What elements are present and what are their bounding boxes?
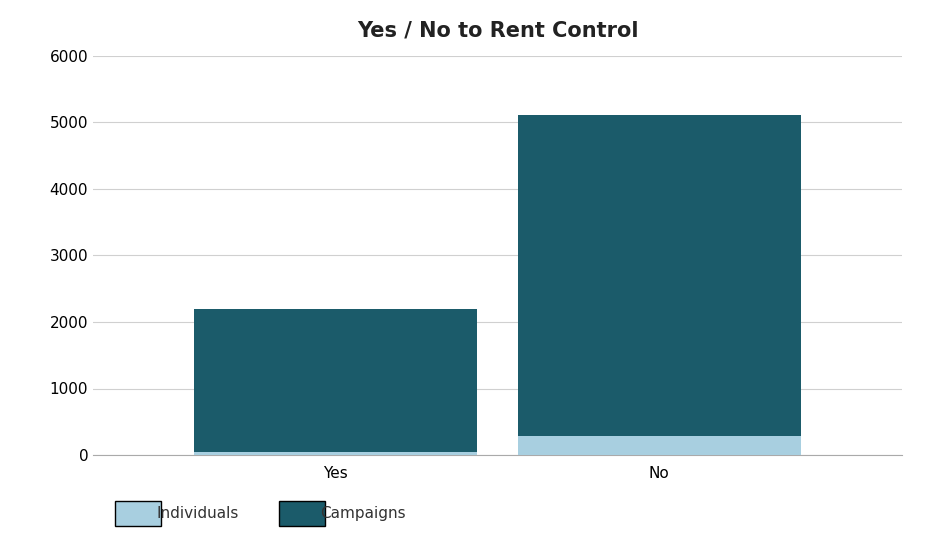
Bar xyxy=(518,115,801,436)
Text: RETTIE: RETTIE xyxy=(762,501,843,521)
Text: Individuals: Individuals xyxy=(156,506,239,521)
FancyBboxPatch shape xyxy=(115,501,162,526)
Bar xyxy=(194,452,477,455)
Bar xyxy=(518,436,801,455)
Text: R&b: R&b xyxy=(682,506,702,515)
FancyBboxPatch shape xyxy=(279,501,326,526)
Title: Yes / No to Rent Control: Yes / No to Rent Control xyxy=(357,20,638,40)
Bar xyxy=(194,309,477,452)
Text: Campaigns: Campaigns xyxy=(320,506,405,521)
